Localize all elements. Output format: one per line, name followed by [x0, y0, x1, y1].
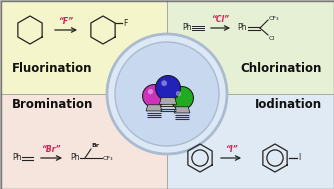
- Circle shape: [171, 87, 193, 109]
- Text: Ph: Ph: [70, 153, 79, 163]
- Circle shape: [148, 89, 153, 94]
- Bar: [167, 0, 334, 94]
- Text: Ph: Ph: [237, 23, 246, 33]
- Circle shape: [176, 91, 181, 96]
- Text: I: I: [298, 153, 300, 163]
- Circle shape: [161, 80, 167, 86]
- Text: Bromination: Bromination: [12, 98, 94, 111]
- Text: “Br”: “Br”: [41, 145, 61, 154]
- Text: Ph: Ph: [12, 153, 21, 163]
- Bar: [0, 94, 167, 189]
- Text: Br: Br: [91, 143, 99, 148]
- Text: F: F: [123, 19, 128, 28]
- Polygon shape: [159, 98, 177, 104]
- Text: CF₃: CF₃: [103, 156, 114, 160]
- Circle shape: [115, 42, 219, 146]
- Circle shape: [107, 34, 227, 154]
- Text: Iodination: Iodination: [255, 98, 322, 111]
- Bar: [167, 94, 334, 189]
- Text: “I”: “I”: [225, 145, 237, 154]
- Bar: [0, 0, 167, 94]
- Text: Ph: Ph: [182, 23, 191, 33]
- Circle shape: [143, 84, 165, 107]
- Polygon shape: [174, 107, 190, 113]
- Text: “Cl”: “Cl”: [211, 15, 229, 24]
- Polygon shape: [146, 105, 162, 111]
- Text: Cl: Cl: [269, 36, 275, 41]
- Circle shape: [156, 76, 180, 101]
- Text: Fluorination: Fluorination: [12, 61, 93, 74]
- Text: Chlorination: Chlorination: [240, 61, 322, 74]
- Text: CF₃: CF₃: [269, 16, 280, 22]
- Text: “F”: “F”: [58, 17, 73, 26]
